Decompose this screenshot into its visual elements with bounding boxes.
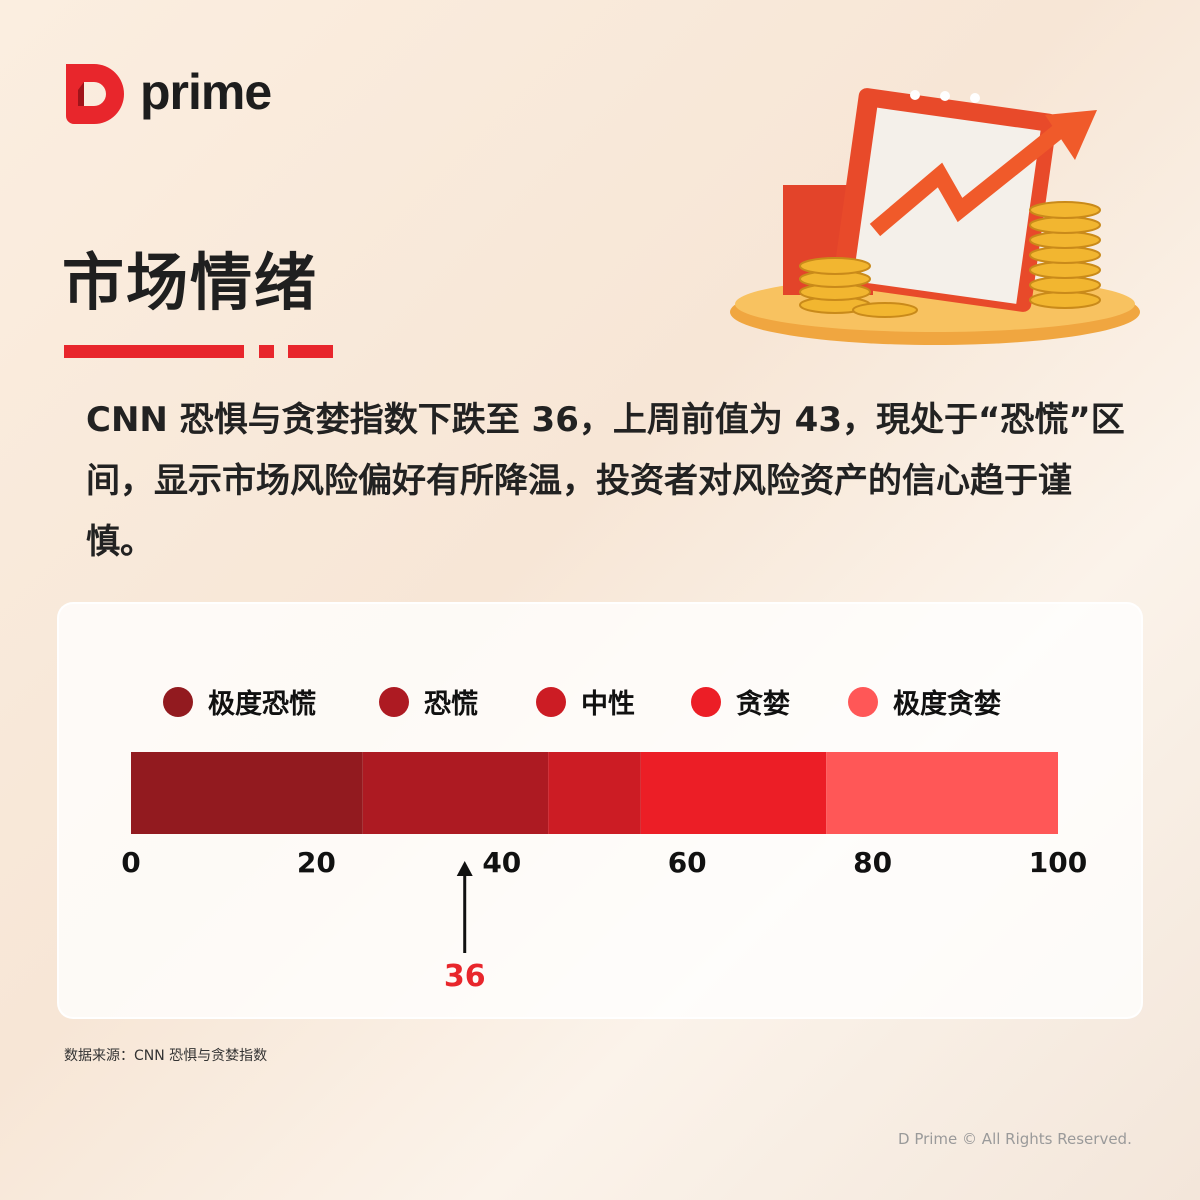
tick-label: 20 <box>297 846 336 879</box>
zone-bar-2 <box>548 752 641 834</box>
tick-label: 40 <box>482 846 521 879</box>
legend-item: 极度贪婪 <box>848 682 1001 721</box>
logo: prime <box>58 56 272 128</box>
legend-label: 极度恐慌 <box>208 689 316 720</box>
legend-item: 恐慌 <box>379 682 478 721</box>
description: CNN 恐惧与贪婪指数下跌至 36，上周前值为 43，現处于“恐慌”区间，显示市… <box>86 400 1125 562</box>
legend-dot-icon <box>536 686 566 717</box>
legend-dot-icon <box>848 686 878 717</box>
legend-dot-icon <box>379 686 409 717</box>
legend-dot-icon <box>163 686 193 717</box>
copyright: D Prime © All Rights Reserved. <box>898 1130 1132 1148</box>
tick-label: 100 <box>1029 846 1087 879</box>
zone-bar-3 <box>640 752 827 834</box>
tick-label: 80 <box>853 846 892 879</box>
page-title: 市场情绪 <box>62 246 319 319</box>
tick-label: 0 <box>121 846 140 879</box>
marker-arrow-head-icon <box>456 861 473 876</box>
legend-item: 中性 <box>536 682 635 721</box>
data-source: 数据来源：CNN 恐惧与贪婪指数 <box>64 1048 268 1064</box>
logo-text: prime <box>140 64 272 120</box>
zone-bar-1 <box>362 752 549 834</box>
legend-item: 贪婪 <box>691 682 790 721</box>
legend-label: 恐慌 <box>424 689 478 720</box>
legend-label: 中性 <box>581 689 635 720</box>
chart-legend: 极度恐慌 恐慌 中性 贪婪 极度贪婪 <box>0 682 1200 720</box>
legend-item: 极度恐慌 <box>163 682 316 721</box>
zone-bar-0 <box>131 752 363 834</box>
zone-bar-4 <box>826 752 1058 834</box>
legend-label: 贪婪 <box>736 689 790 720</box>
tick-label: 60 <box>668 846 707 879</box>
calendar-growth-illustration-icon <box>730 88 1140 345</box>
legend-dot-icon <box>691 686 721 717</box>
d-prime-logo-icon <box>66 64 124 124</box>
marker-value-label: 36 <box>444 959 486 994</box>
legend-label: 极度贪婪 <box>893 689 1001 720</box>
